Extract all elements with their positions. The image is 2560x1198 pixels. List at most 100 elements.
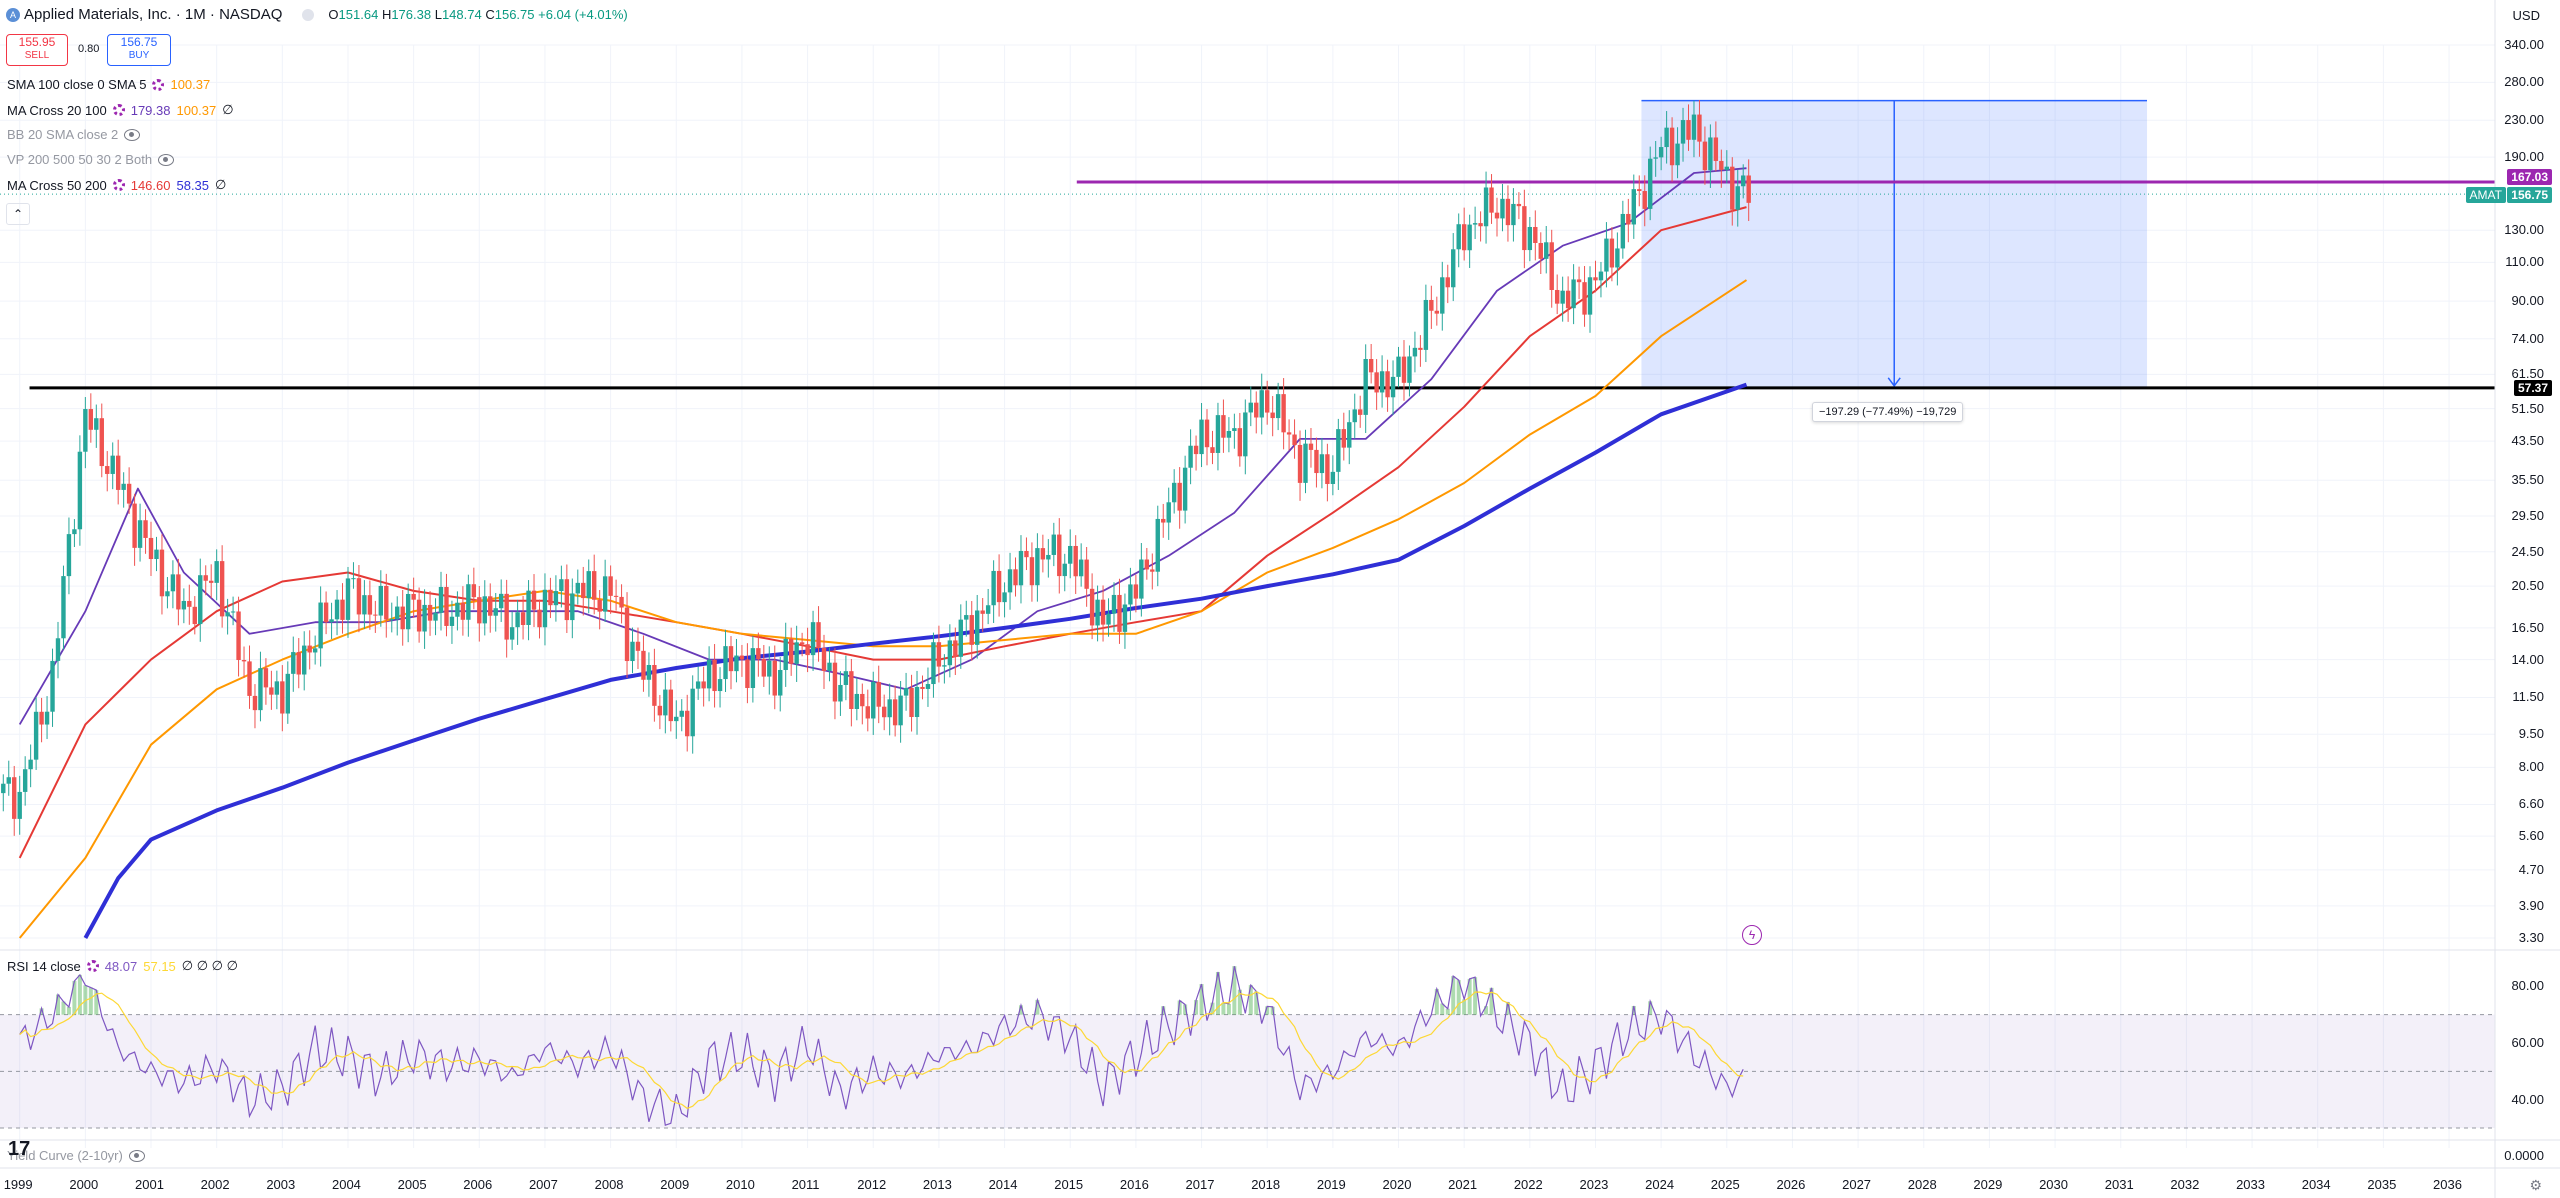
candle-body	[1002, 592, 1006, 602]
spread-value: 0.80	[78, 43, 99, 55]
candle-body	[149, 538, 153, 559]
year-tick: 2012	[857, 1177, 886, 1192]
candle-body	[696, 681, 700, 688]
candle-body	[1358, 409, 1362, 414]
moving-average-lines	[20, 168, 1747, 938]
candle-body	[34, 712, 38, 760]
candle-body	[745, 659, 749, 688]
candle-body	[1506, 199, 1510, 225]
candle-body	[1073, 546, 1077, 576]
candle-body	[1456, 224, 1460, 249]
year-tick: 2001	[135, 1177, 164, 1192]
candle-body	[1101, 600, 1105, 625]
price-tick: 9.50	[2519, 726, 2544, 741]
hidden-eye-icon[interactable]	[129, 1150, 145, 1162]
legend-vp[interactable]: VP 200 500 50 30 2 Both	[7, 152, 174, 167]
legend-sma[interactable]: SMA 100 close 0 SMA 5 100.37	[7, 77, 210, 92]
candle-body	[231, 611, 235, 612]
candle-body	[406, 594, 410, 629]
candle-body	[970, 615, 974, 645]
candle-body	[455, 603, 459, 617]
settings-icon[interactable]	[113, 104, 125, 116]
candle-body	[1566, 291, 1570, 309]
yield-axis-zero: 0.0000	[2504, 1148, 2544, 1163]
price-tick: 35.50	[2511, 472, 2544, 487]
candle-body	[860, 694, 864, 706]
candle-body	[1708, 137, 1712, 170]
candle-body	[893, 699, 897, 725]
candle-body	[1281, 394, 1285, 432]
candle-body	[991, 571, 995, 605]
candle-body	[242, 660, 246, 661]
candle-body	[488, 596, 492, 615]
candle-body	[357, 578, 361, 614]
candle-body	[1544, 242, 1548, 259]
sell-button[interactable]: 155.95 SELL	[6, 34, 68, 66]
currency-label[interactable]: USD	[2513, 8, 2540, 23]
candle-body	[975, 610, 979, 644]
candle-body	[313, 648, 317, 652]
candle-body	[1260, 390, 1264, 417]
candle-body	[1106, 614, 1110, 625]
candle-body	[165, 591, 169, 596]
legend-ma-cross-20-100[interactable]: MA Cross 20 100 179.38 100.37 ∅	[7, 102, 234, 118]
candle-body	[997, 571, 1001, 602]
candle-body	[193, 607, 197, 624]
candle-body	[1210, 447, 1214, 453]
tradingview-logo-icon[interactable]: 17	[8, 1138, 30, 1161]
legend-ma-cross-50-200[interactable]: MA Cross 50 200 146.60 58.35 ∅	[7, 177, 226, 193]
candle-body	[1287, 432, 1291, 434]
candle-body	[1659, 147, 1663, 157]
candle-body	[1232, 428, 1236, 431]
candle-body	[1117, 595, 1121, 632]
candle-body	[461, 603, 465, 620]
candle-body	[773, 661, 777, 696]
candle-body	[1052, 535, 1056, 555]
candle-body	[827, 663, 831, 671]
settings-icon[interactable]	[113, 179, 125, 191]
candlestick-series	[1, 100, 1751, 836]
candle-body	[111, 456, 115, 474]
chart-settings-gear-icon[interactable]: ⚙	[2529, 1177, 2542, 1194]
price-tick: 20.50	[2511, 578, 2544, 593]
symbol-title[interactable]: Applied Materials, Inc. · 1M · NASDAQ	[24, 6, 282, 23]
candle-body	[674, 717, 678, 721]
collapse-legend-chevron-icon[interactable]: ⌃	[6, 203, 30, 225]
settings-icon[interactable]	[87, 960, 99, 972]
candle-body	[1385, 371, 1389, 397]
candle-body	[980, 610, 984, 613]
candle-body	[701, 681, 705, 688]
candle-body	[1238, 428, 1242, 456]
hidden-eye-icon[interactable]	[124, 129, 140, 141]
price-tick: 51.50	[2511, 401, 2544, 416]
candle-body	[1632, 189, 1636, 224]
candle-body	[7, 777, 11, 783]
candle-body	[866, 706, 870, 718]
legend-bb[interactable]: BB 20 SMA close 2	[7, 127, 140, 142]
candle-body	[658, 706, 662, 716]
candle-body	[127, 484, 131, 504]
candle-body	[1363, 359, 1367, 415]
candle-body	[1347, 422, 1351, 447]
candle-body	[384, 586, 388, 620]
candle-body	[641, 651, 645, 680]
candle-body	[318, 603, 322, 649]
hide-header-icon[interactable]	[302, 9, 314, 21]
settings-icon[interactable]	[152, 79, 164, 91]
candle-body	[767, 661, 771, 677]
candle-body	[1227, 431, 1231, 438]
candle-body	[882, 707, 886, 718]
hidden-eye-icon[interactable]	[158, 154, 174, 166]
lightning-event-icon[interactable]: ϟ	[1742, 925, 1762, 945]
buy-button[interactable]: 156.75 BUY	[107, 34, 171, 66]
year-tick: 1999	[4, 1177, 33, 1192]
candle-body	[915, 687, 919, 717]
candle-body	[734, 656, 738, 672]
candle-body	[1741, 175, 1745, 186]
legend-rsi[interactable]: RSI 14 close 48.07 57.15 ∅ ∅ ∅ ∅	[7, 958, 238, 974]
resistance-price-tag: 167.03	[2507, 169, 2552, 185]
candle-body	[1599, 272, 1603, 281]
candle-body	[1396, 357, 1400, 377]
candle-body	[1697, 115, 1701, 142]
